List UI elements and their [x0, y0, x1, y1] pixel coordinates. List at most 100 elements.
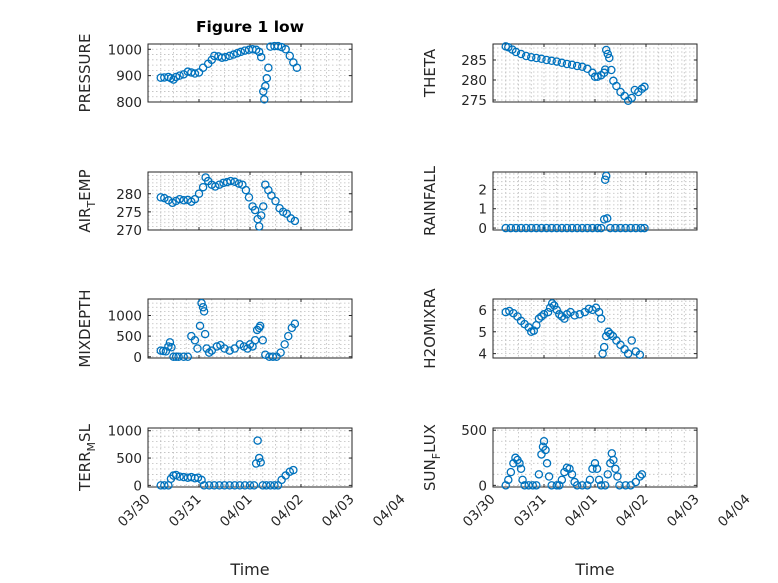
data-point: [542, 223, 551, 233]
y-tick-label: 6: [478, 303, 487, 319]
data-point: [596, 314, 606, 323]
data-point: [602, 214, 612, 223]
data-point: [290, 216, 300, 226]
data-point: [635, 350, 645, 359]
y-tick-label: 1000: [108, 424, 142, 440]
data-point: [276, 348, 285, 357]
y-tick-label: 275: [116, 205, 142, 221]
data-point: [250, 205, 260, 215]
data-point: [289, 465, 298, 475]
data-point: [271, 196, 280, 206]
data-point: [511, 223, 521, 233]
data-point: [199, 307, 209, 316]
y-tick-label: 5: [478, 325, 487, 341]
data-point: [211, 182, 220, 191]
data-point: [195, 321, 205, 331]
data-point: [539, 310, 549, 319]
data-point: [631, 477, 641, 487]
y-tick-label: 270: [116, 223, 142, 239]
data-point: [516, 464, 526, 474]
data-point: [190, 336, 200, 345]
data-point: [640, 223, 649, 233]
y-axis-label: PRESSURE: [76, 34, 94, 113]
data-point: [547, 299, 557, 308]
data-point: [241, 185, 251, 195]
data-point: [537, 312, 546, 321]
data-point: [259, 87, 268, 96]
data-point: [547, 223, 556, 233]
x-tick-label: 03/30: [115, 491, 154, 530]
data-point: [511, 47, 521, 57]
panel-theta: 275 280 285 THETA: [421, 42, 698, 109]
series-theta: [501, 42, 649, 106]
data-point: [557, 223, 567, 233]
data-point: [226, 176, 235, 186]
data-point: [539, 436, 549, 446]
data-point: [572, 481, 582, 490]
data-point: [544, 472, 554, 481]
data-point: [175, 472, 184, 481]
data-point: [204, 348, 214, 357]
data-point: [578, 223, 587, 233]
x-tick-label: 04/02: [268, 491, 307, 530]
data-point: [240, 481, 250, 490]
data-point: [600, 175, 610, 184]
data-point: [572, 61, 582, 71]
data-point: [575, 310, 584, 319]
data-point: [640, 82, 649, 92]
y-tick-label: 0: [478, 478, 487, 494]
data-point: [256, 211, 266, 220]
panel-pressure: 800 900 1000 PRESSURE Figure 1 low: [76, 18, 353, 113]
data-point: [504, 475, 513, 485]
data-point: [636, 223, 646, 233]
data-point: [572, 223, 582, 233]
y-tick-label: 4: [478, 347, 487, 363]
data-point: [596, 223, 606, 233]
panel-terr_msl: 0 500 1000 TERRMSL 03/30 03/31 04/01 04/02 04/03…: [76, 423, 409, 579]
data-point: [230, 481, 239, 490]
data-point: [542, 459, 552, 468]
data-point: [234, 179, 244, 188]
series-h2omixra: [501, 299, 645, 359]
data-point: [210, 51, 219, 61]
y-tick-label: 285: [461, 53, 487, 69]
data-point: [552, 305, 562, 315]
data-point: [268, 352, 278, 362]
data-point: [277, 42, 286, 52]
data-point: [511, 453, 520, 463]
data-point: [567, 470, 577, 479]
y-tick-label: 280: [461, 73, 487, 89]
data-point: [200, 329, 210, 339]
data-point: [197, 298, 206, 308]
data-point: [167, 343, 176, 352]
data-point: [217, 53, 227, 62]
x-tick-label: 04/03: [319, 491, 358, 530]
data-point: [501, 223, 510, 233]
y-tick-label: 275: [461, 93, 487, 109]
data-point: [557, 58, 567, 68]
y-axis-label: MIXDEPTH: [76, 289, 94, 367]
data-point: [198, 182, 208, 192]
data-point: [254, 47, 264, 57]
panel-air_temp: 270 275 280 AIRTEMP: [76, 169, 353, 239]
data-point: [183, 352, 193, 362]
data-point: [528, 481, 538, 490]
data-point: [585, 475, 595, 485]
data-point: [236, 47, 246, 57]
data-point: [245, 340, 255, 349]
data-point: [243, 344, 252, 353]
data-point: [220, 344, 229, 353]
data-point: [541, 445, 550, 455]
data-point: [578, 481, 587, 490]
data-point: [179, 196, 188, 205]
data-point: [537, 54, 546, 64]
data-point: [567, 60, 577, 70]
data-point: [256, 52, 266, 62]
data-point: [631, 223, 641, 233]
data-point: [160, 481, 169, 490]
y-axis-label: THETA: [421, 48, 439, 98]
data-point: [194, 189, 204, 198]
data-point: [245, 481, 255, 490]
data-point: [516, 223, 526, 233]
data-point: [547, 56, 556, 66]
